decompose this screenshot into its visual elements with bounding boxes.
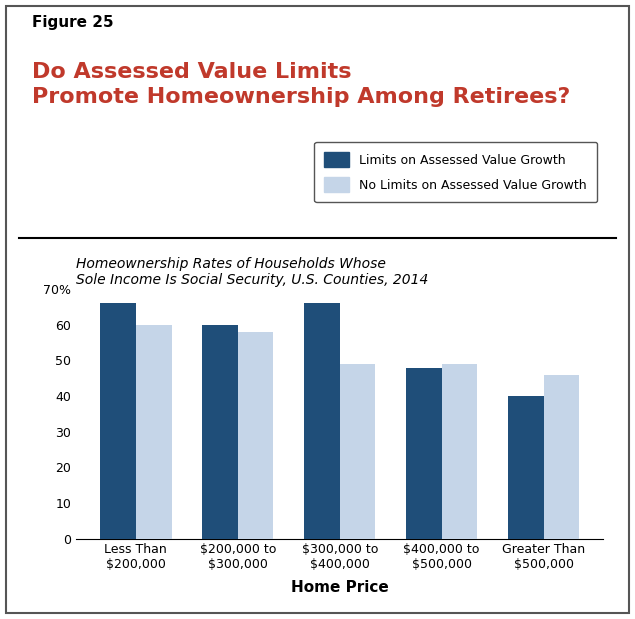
Bar — [100, 303, 136, 539]
Bar — [237, 332, 274, 539]
Bar — [544, 374, 579, 539]
Legend: Limits on Assessed Value Growth, No Limits on Assessed Value Growth: Limits on Assessed Value Growth, No Limi… — [314, 142, 597, 202]
Bar — [406, 368, 442, 539]
Bar — [442, 364, 478, 539]
Bar — [136, 325, 171, 539]
Text: Figure 25: Figure 25 — [32, 15, 114, 30]
Bar — [508, 396, 544, 539]
Text: Homeownership Rates of Households Whose
Sole Income Is Social Security, U.S. Cou: Homeownership Rates of Households Whose … — [76, 257, 429, 287]
Bar — [340, 364, 375, 539]
Bar — [202, 325, 237, 539]
Text: Do Assessed Value Limits
Promote Homeownership Among Retirees?: Do Assessed Value Limits Promote Homeown… — [32, 62, 570, 106]
Bar — [304, 303, 340, 539]
X-axis label: Home Price: Home Price — [291, 580, 389, 595]
